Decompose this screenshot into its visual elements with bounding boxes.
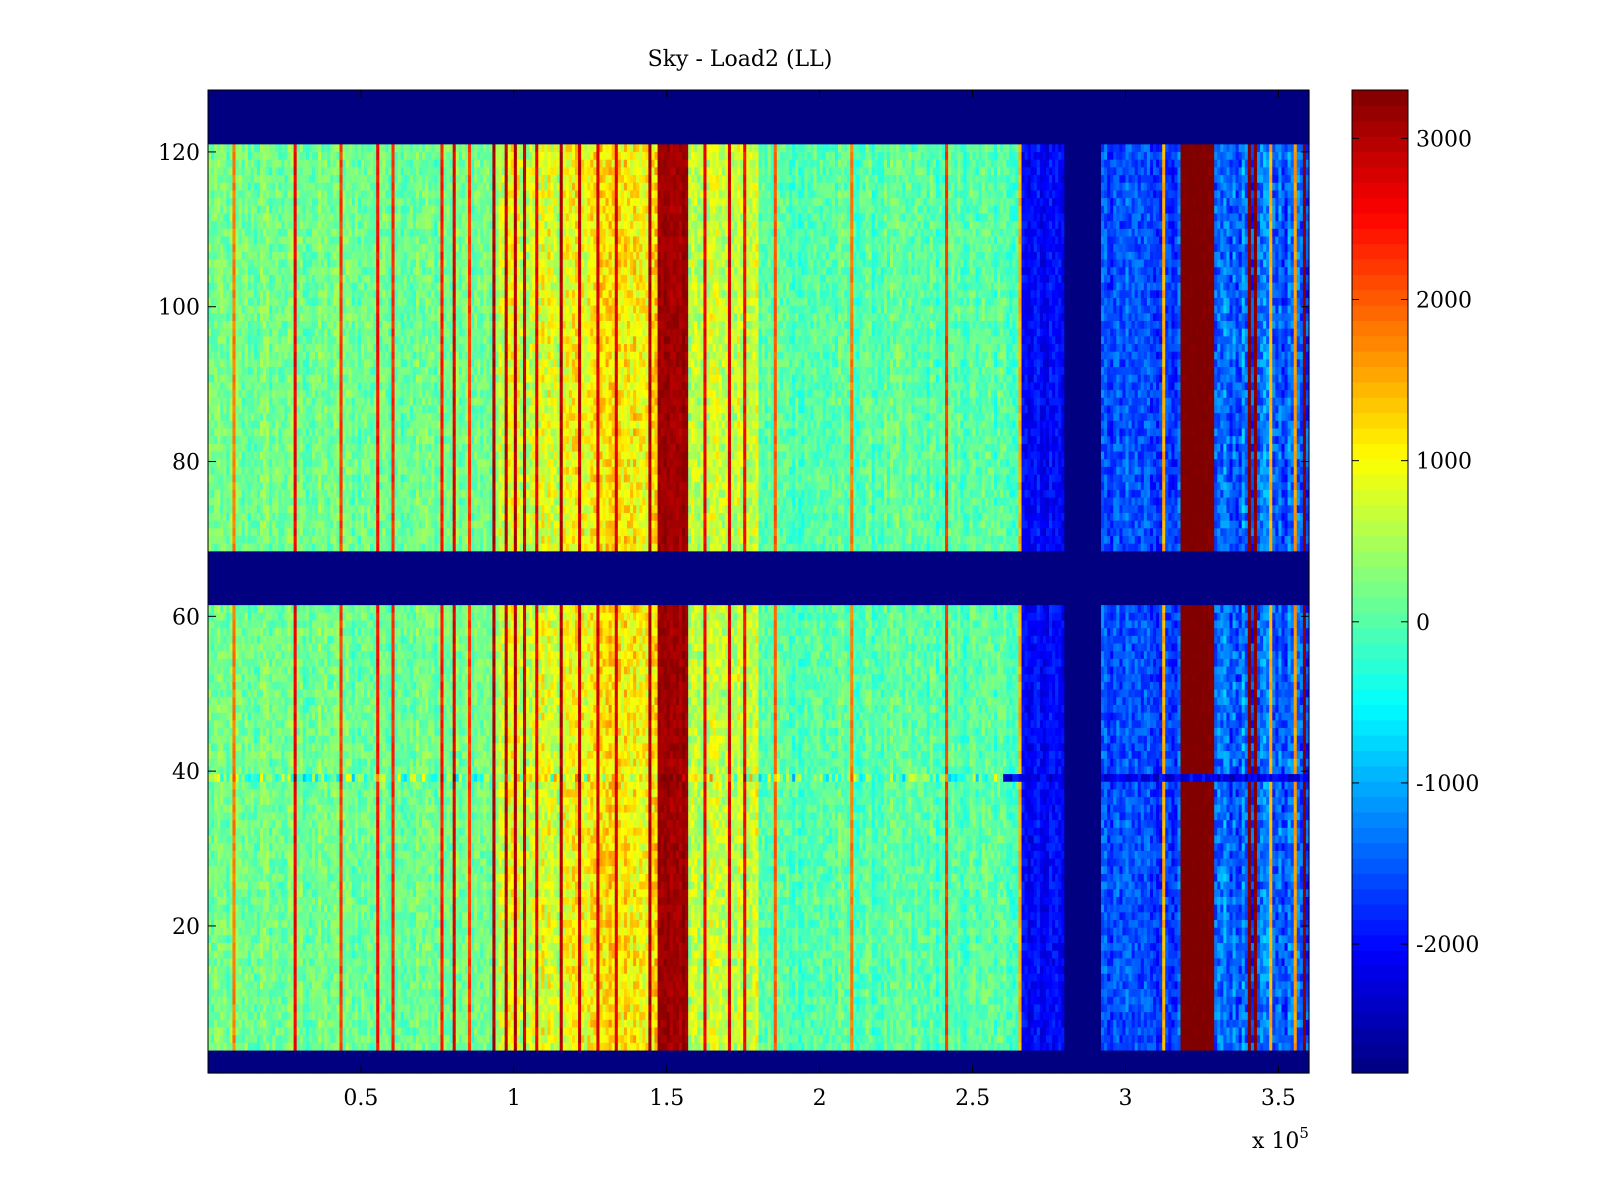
- heatmap-plot-area: [208, 90, 1310, 1074]
- heatmap-chart: Sky - Load2 (LL) 0.5 1 1.5 2 2.5 3 3.5 2040608…: [0, 0, 1600, 1200]
- chart-title: Sky - Load2 (LL): [648, 47, 833, 72]
